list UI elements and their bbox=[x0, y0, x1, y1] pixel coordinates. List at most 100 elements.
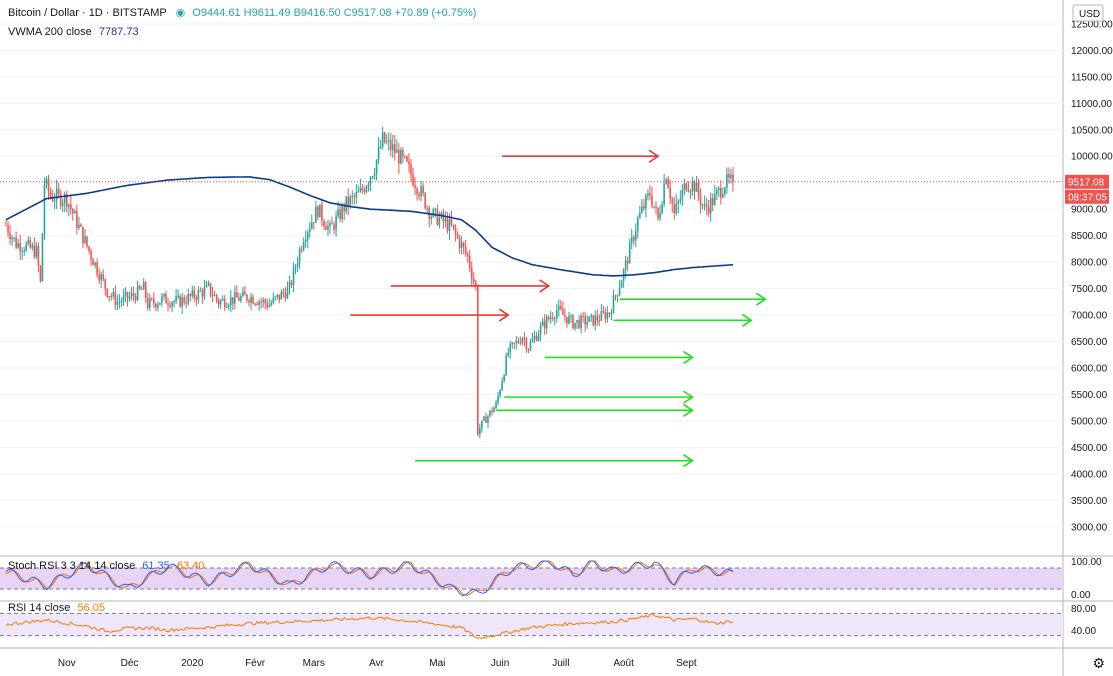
candle[interactable] bbox=[171, 300, 173, 313]
candle[interactable] bbox=[470, 261, 473, 287]
candle[interactable] bbox=[387, 132, 390, 151]
candle[interactable] bbox=[707, 199, 710, 218]
candle[interactable] bbox=[408, 153, 410, 173]
candle[interactable] bbox=[106, 288, 109, 299]
candle[interactable] bbox=[146, 292, 149, 311]
candle[interactable] bbox=[282, 288, 285, 298]
candle[interactable] bbox=[685, 182, 688, 193]
candle[interactable] bbox=[84, 228, 86, 245]
candle[interactable] bbox=[703, 195, 706, 211]
candle[interactable] bbox=[691, 176, 694, 197]
candle[interactable] bbox=[278, 294, 281, 303]
candle[interactable] bbox=[43, 177, 46, 241]
candle[interactable] bbox=[641, 199, 643, 214]
candle[interactable] bbox=[715, 186, 718, 201]
candle[interactable] bbox=[155, 302, 157, 312]
candle[interactable] bbox=[201, 288, 204, 304]
candle[interactable] bbox=[252, 294, 254, 305]
candle[interactable] bbox=[369, 176, 372, 192]
candle[interactable] bbox=[375, 159, 378, 181]
candle[interactable] bbox=[503, 373, 505, 383]
candle[interactable] bbox=[582, 311, 584, 323]
candle[interactable] bbox=[402, 147, 404, 164]
candle[interactable] bbox=[325, 221, 327, 231]
candle[interactable] bbox=[572, 313, 574, 330]
candle[interactable] bbox=[199, 287, 202, 292]
candle[interactable] bbox=[590, 313, 593, 322]
candle[interactable] bbox=[637, 215, 639, 239]
candle[interactable] bbox=[74, 208, 76, 214]
candle[interactable] bbox=[464, 239, 467, 257]
candle[interactable] bbox=[438, 211, 441, 229]
candle[interactable] bbox=[209, 282, 212, 298]
candle[interactable] bbox=[394, 135, 396, 161]
candle[interactable] bbox=[414, 177, 416, 196]
candle[interactable] bbox=[203, 279, 206, 301]
candle[interactable] bbox=[248, 298, 250, 307]
candle[interactable] bbox=[497, 391, 499, 406]
candle[interactable] bbox=[306, 229, 309, 249]
candle[interactable] bbox=[329, 220, 331, 234]
candle[interactable] bbox=[726, 167, 728, 194]
stoch-legend[interactable]: Stoch RSI 3 3 14 14 close 61.35 63.40 bbox=[8, 560, 204, 572]
candle[interactable] bbox=[545, 314, 548, 335]
candle[interactable] bbox=[286, 281, 289, 300]
candle[interactable] bbox=[452, 224, 455, 231]
candle[interactable] bbox=[634, 223, 637, 248]
candle[interactable] bbox=[722, 187, 724, 199]
candle[interactable] bbox=[541, 317, 544, 327]
axes[interactable]: 3000.00 3500.00 4000.00 4500.00 5000.00 5500.… bbox=[58, 4, 1113, 669]
candle[interactable] bbox=[317, 205, 319, 221]
candle[interactable] bbox=[711, 193, 714, 212]
candle[interactable] bbox=[446, 211, 449, 234]
candle[interactable] bbox=[531, 332, 534, 343]
candle[interactable] bbox=[116, 294, 119, 311]
candle[interactable] bbox=[568, 311, 570, 325]
candle[interactable] bbox=[553, 316, 556, 326]
candle[interactable] bbox=[391, 134, 394, 158]
candle[interactable] bbox=[173, 299, 175, 308]
candlesticks[interactable] bbox=[5, 126, 734, 439]
candle[interactable] bbox=[551, 311, 554, 322]
candle[interactable] bbox=[151, 296, 153, 302]
candle[interactable] bbox=[580, 313, 582, 334]
candle[interactable] bbox=[718, 186, 720, 198]
green-arrow[interactable] bbox=[619, 292, 767, 306]
candle[interactable] bbox=[29, 236, 32, 249]
candle[interactable] bbox=[110, 293, 113, 301]
candle[interactable] bbox=[120, 297, 123, 308]
candle[interactable] bbox=[444, 211, 447, 228]
candle[interactable] bbox=[292, 261, 295, 293]
candle[interactable] bbox=[525, 336, 528, 353]
candle[interactable] bbox=[683, 178, 686, 195]
candle[interactable] bbox=[55, 179, 58, 209]
green-arrow[interactable] bbox=[544, 350, 694, 365]
candle[interactable] bbox=[426, 205, 428, 214]
candle[interactable] bbox=[280, 289, 283, 300]
candle[interactable] bbox=[197, 286, 200, 304]
candle[interactable] bbox=[213, 290, 216, 297]
candle[interactable] bbox=[596, 309, 599, 326]
candle[interactable] bbox=[114, 285, 117, 310]
candle[interactable] bbox=[697, 179, 700, 201]
green-arrow[interactable] bbox=[496, 403, 694, 418]
candle[interactable] bbox=[339, 203, 341, 222]
candle[interactable] bbox=[422, 182, 424, 196]
candle[interactable] bbox=[679, 189, 682, 205]
candle[interactable] bbox=[57, 182, 60, 199]
candle[interactable] bbox=[379, 140, 382, 149]
candle[interactable] bbox=[614, 294, 617, 301]
candle[interactable] bbox=[626, 256, 629, 272]
candle[interactable] bbox=[381, 126, 384, 150]
candle[interactable] bbox=[365, 184, 368, 194]
candle[interactable] bbox=[477, 284, 479, 437]
candle[interactable] bbox=[416, 186, 418, 201]
candle[interactable] bbox=[270, 299, 273, 307]
candle[interactable] bbox=[144, 280, 147, 304]
candle[interactable] bbox=[566, 316, 568, 328]
candle[interactable] bbox=[272, 292, 275, 305]
candle[interactable] bbox=[167, 297, 169, 312]
candle[interactable] bbox=[132, 286, 135, 302]
candle[interactable] bbox=[450, 210, 453, 227]
candle[interactable] bbox=[610, 308, 613, 321]
